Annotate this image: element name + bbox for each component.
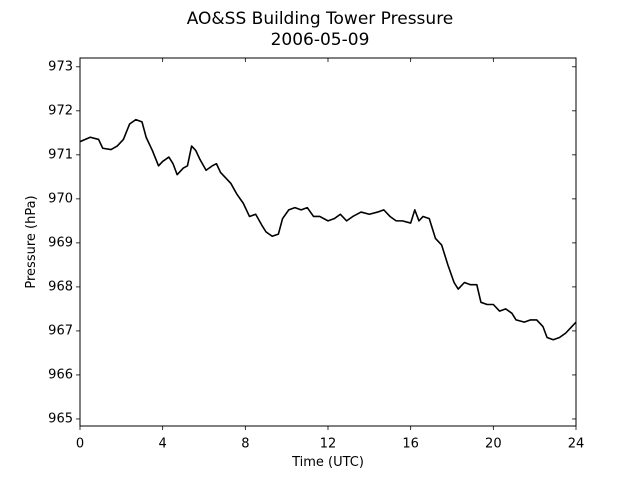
x-tick-label: 8 [241,437,249,452]
x-tick-label: 16 [402,437,419,452]
x-tick-label: 20 [485,437,502,452]
chart-subtitle: 2006-05-09 [271,30,370,50]
plot-frame [79,57,577,427]
y-axis-label: Pressure (hPa) [24,195,39,288]
y-tick-label: 971 [48,147,73,162]
data-line [79,118,577,341]
y-tick-label: 973 [48,59,73,74]
y-tick-label: 966 [48,367,73,382]
x-tick-label: 0 [76,437,84,452]
x-tick-label: 24 [568,437,585,452]
y-tick-label: 970 [48,191,73,206]
y-tick-label: 972 [48,103,73,118]
y-tick-label: 967 [48,323,73,338]
x-tick-label: 4 [159,437,167,452]
chart-title: AO&SS Building Tower Pressure [187,9,454,29]
x-tick-label: 12 [320,437,337,452]
y-tick-label: 969 [48,235,73,250]
x-axis-label: Time (UTC) [291,455,364,470]
y-tick-label: 968 [48,279,73,294]
y-tick-label: 965 [48,411,73,426]
